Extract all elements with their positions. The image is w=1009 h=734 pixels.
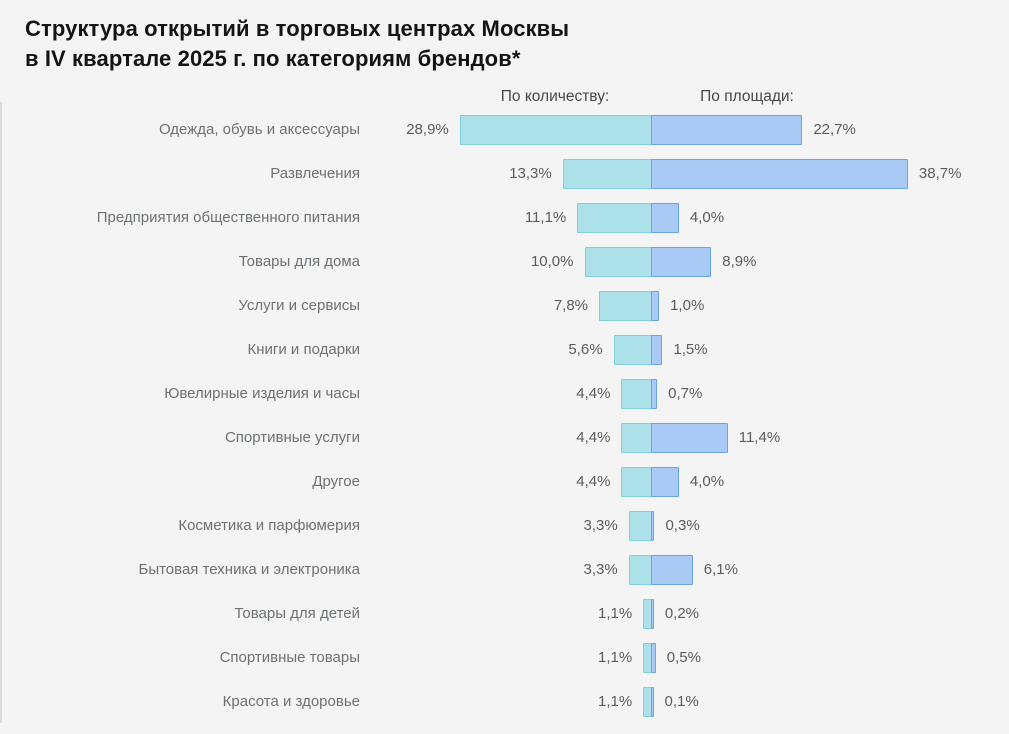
chart-row: Товары для детей 1,1% 0,2%: [0, 592, 1009, 636]
count-bar: [621, 379, 653, 409]
category-label: Книги и подарки: [247, 341, 360, 358]
category-label: Предприятия общественного питания: [96, 209, 360, 226]
area-value-label: 1,5%: [673, 341, 708, 358]
category-label: Спортивные товары: [219, 649, 360, 666]
count-value-label: 5,6%: [568, 341, 603, 358]
category-label: Спортивные услуги: [224, 429, 360, 446]
count-value-label: 11,1%: [524, 209, 567, 226]
area-bar: [650, 335, 663, 365]
area-bar: [650, 687, 654, 717]
count-bar: [621, 423, 653, 453]
count-bar: [599, 291, 653, 321]
category-label: Косметика и парфюмерия: [178, 517, 360, 534]
area-value-label: 0,1%: [664, 693, 699, 710]
count-bar: [562, 159, 653, 189]
chart-row: Товары для дома 10,0% 8,9%: [0, 240, 1009, 284]
area-value-label: 0,7%: [668, 385, 703, 402]
count-bar: [577, 203, 653, 233]
chart-row: Спортивные услуги 4,4% 11,4%: [0, 416, 1009, 460]
area-bar: [650, 291, 660, 321]
area-value-label: 6,1%: [703, 561, 738, 578]
count-value-label: 4,4%: [576, 429, 611, 446]
count-value-label: 3,3%: [583, 517, 618, 534]
chart-title: Структура открытий в торговых центрах Мо…: [25, 14, 569, 74]
chart-row: Развлечения 13,3% 38,7%: [0, 152, 1009, 196]
area-bar: [650, 555, 693, 585]
count-value-label: 7,8%: [553, 297, 589, 314]
chart-row: Одежда, обувь и аксессуары 28,9% 22,7%: [0, 108, 1009, 152]
count-value-label: 1,1%: [598, 693, 633, 710]
chart-title-line1: Структура открытий в торговых центрах Мо…: [25, 16, 570, 41]
count-value-label: 10,0%: [530, 253, 574, 270]
chart-row: Ювелирные изделия и часы 4,4% 0,7%: [0, 372, 1009, 416]
area-value-label: 4,0%: [689, 209, 725, 226]
chart-row: Услуги и сервисы 7,8% 1,0%: [0, 284, 1009, 328]
chart-row: Красота и здоровье 1,1% 0,1%: [0, 680, 1009, 724]
chart-row: Другое 4,4% 4,0%: [0, 460, 1009, 504]
category-label: Товары для дома: [238, 253, 360, 270]
count-value-label: 4,4%: [576, 473, 611, 490]
category-label: Развлечения: [270, 165, 360, 182]
area-value-label: 8,9%: [722, 253, 757, 270]
category-label: Товары для детей: [234, 605, 360, 622]
area-bar: [650, 203, 679, 233]
category-label: Одежда, обувь и аксессуары: [158, 121, 360, 138]
chart-row: Книги и подарки 5,6% 1,5%: [0, 328, 1009, 372]
count-value-label: 13,3%: [509, 165, 552, 182]
category-label: Бытовая техника и электроника: [138, 561, 360, 578]
count-bar: [628, 555, 653, 585]
chart-row: Предприятия общественного питания 11,1% 4,…: [0, 196, 1009, 240]
area-bar: [650, 467, 679, 497]
area-bar: [650, 423, 728, 453]
category-label: Другое: [312, 473, 360, 490]
area-bar: [650, 159, 908, 189]
count-value-label: 1,1%: [598, 605, 633, 622]
count-value-label: 4,4%: [576, 385, 611, 402]
left-column-header: По количеству:: [500, 88, 610, 105]
count-bar: [584, 247, 653, 277]
category-label: Услуги и сервисы: [238, 297, 360, 314]
chart-title-line2: в IV квартале 2025 г. по категориям брен…: [25, 46, 521, 71]
count-value-label: 3,3%: [583, 561, 618, 578]
area-bar: [650, 115, 803, 145]
chart-rows: Одежда, обувь и аксессуары 28,9% 22,7% Разв…: [0, 108, 1009, 724]
count-value-label: 1,1%: [598, 649, 633, 666]
count-bar: [621, 467, 653, 497]
count-bar: [628, 511, 653, 541]
count-value-label: 28,9%: [406, 121, 449, 138]
count-bar: [613, 335, 653, 365]
category-label: Красота и здоровье: [222, 693, 360, 710]
area-value-label: 0,5%: [666, 649, 701, 666]
center-axis-line: [0, 102, 2, 723]
area-value-label: 22,7%: [813, 121, 856, 138]
chart-row: Спортивные товары 1,1% 0,5%: [0, 636, 1009, 680]
count-bar: [459, 115, 653, 145]
area-value-label: 4,0%: [689, 473, 725, 490]
area-bar: [650, 599, 654, 629]
area-value-label: 11,4%: [738, 429, 781, 446]
area-value-label: 38,7%: [918, 165, 962, 182]
area-value-label: 0,3%: [665, 517, 700, 534]
area-bar: [650, 247, 712, 277]
chart-row: Косметика и парфюмерия 3,3% 0,3%: [0, 504, 1009, 548]
area-bar: [650, 643, 656, 673]
chart-row: Бытовая техника и электроника 3,3% 6,1%: [0, 548, 1009, 592]
area-value-label: 0,2%: [664, 605, 700, 622]
area-bar: [650, 379, 658, 409]
area-bar: [650, 511, 655, 541]
area-value-label: 1,0%: [670, 297, 705, 314]
right-column-header: По площади:: [700, 88, 794, 105]
category-label: Ювелирные изделия и часы: [164, 385, 360, 402]
